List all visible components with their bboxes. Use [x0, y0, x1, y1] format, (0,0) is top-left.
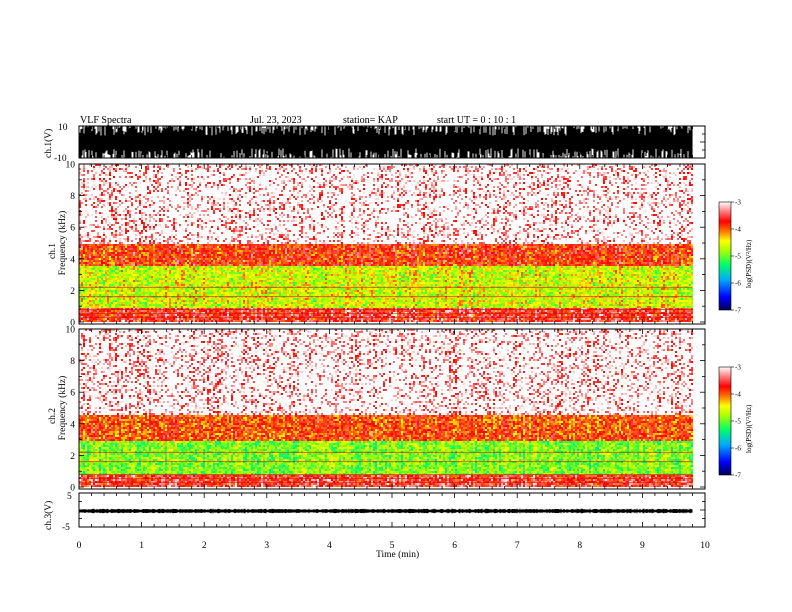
- ch1-colorbar-gradient: [719, 202, 731, 310]
- ch2-colorbar-ticks: -3 -4 -5 -6 -7: [731, 364, 741, 480]
- ch1-colorbar-tick-label: -4: [735, 226, 741, 234]
- ch1-spectrogram-ylabel-frequency: Frequency (kHz): [57, 211, 68, 276]
- time-axis-tick-label: 1: [139, 541, 144, 551]
- ch1-ytick-top: 10: [58, 123, 68, 133]
- time-axis-tick-label: 3: [264, 541, 269, 551]
- time-axis-tick-label: 7: [515, 541, 520, 551]
- ch1-colorbar-tick-label: -3: [735, 199, 741, 207]
- ch1-waveform-trace: [80, 126, 692, 158]
- ch2-colorbar-tick-label: -6: [735, 445, 741, 453]
- ch1-colorbar-tick-label: -6: [735, 280, 741, 288]
- ch2-colorbar-label: log(PSD)(V²/Hz): [745, 404, 753, 453]
- date-label: Jul. 23, 2023: [250, 115, 302, 126]
- ch2-spectrogram-ytick-label: 8: [70, 357, 75, 367]
- ch1-spectrogram-ytick-label: 4: [70, 255, 75, 265]
- ch1-spectrogram-ylabel-channel: ch.1: [48, 243, 58, 259]
- ch3-ytick-top: 5: [67, 492, 72, 502]
- ch2-colorbar-tick-label: -5: [735, 418, 741, 426]
- ch2-spectrogram-ytick-label: 6: [70, 389, 75, 399]
- time-axis-tick-label: 0: [77, 541, 82, 551]
- time-axis-tick-label: 4: [327, 541, 332, 551]
- time-axis-tick-label: 8: [577, 541, 582, 551]
- ch1-colorbar-ticks: -3 -4 -5 -6 -7: [731, 199, 741, 315]
- ch1-waveform-ylabel: ch.1(V): [43, 129, 54, 158]
- start-time-label: start UT = 0 : 10 : 1: [437, 115, 516, 126]
- ch1-spectrogram-ytick-label: 6: [70, 224, 75, 234]
- time-axis-tick-label: 6: [452, 541, 457, 551]
- ch2-spectrogram-ytick-label: 2: [70, 452, 75, 462]
- ch2-colorbar-tick-label: -3: [735, 364, 741, 372]
- ch1-spectrogram-ytick-label: 2: [70, 287, 75, 297]
- ch3-waveform-trace: [80, 509, 692, 513]
- ch2-colorbar-tick-label: -4: [735, 391, 741, 399]
- ch3-waveform-panel: 5 -5 ch.3(V): [43, 492, 705, 533]
- time-axis-tick-label: 10: [700, 541, 710, 551]
- ch2-colorbar-tick-label: -7: [735, 472, 741, 480]
- ch1-colorbar-tick-label: -7: [735, 307, 741, 315]
- ch3-ytick-bottom: -5: [62, 523, 70, 533]
- ch3-waveform-line: [80, 509, 692, 513]
- time-axis-tick-label: 2: [202, 541, 207, 551]
- ch2-spectrogram-ylabel-channel: ch.2: [48, 408, 58, 424]
- time-axis-label: Time (min): [376, 549, 419, 560]
- ch1-spectrogram-ytick-label: 8: [70, 192, 75, 202]
- time-axis-tick-label: 9: [640, 541, 645, 551]
- station-label: station= KAP: [343, 115, 398, 126]
- ch2-spectrogram-ytick-label: 10: [66, 326, 76, 336]
- vlf-spectra-figure: VLF Spectra Jul. 23, 2023 station= KAP s…: [0, 0, 792, 612]
- ch1-spectrogram-ytick-label: 10: [66, 161, 76, 171]
- figure-title: VLF Spectra: [80, 115, 132, 126]
- ch2-colorbar: -3 -4 -5 -6 -7 log(PSD)(V²/Hz): [719, 364, 753, 480]
- ch2-spectrogram-ylabel-frequency: Frequency (kHz): [57, 376, 68, 441]
- ch1-colorbar-tick-label: -5: [735, 253, 741, 261]
- ch1-waveform-line: [80, 126, 692, 158]
- ch3-waveform-ylabel: ch.3(V): [43, 501, 54, 530]
- ch2-spectrogram-ytick-label: 4: [70, 420, 75, 430]
- ch1-waveform-panel: 10 -10 ch.1(V): [43, 123, 705, 164]
- ch1-colorbar: -3 -4 -5 -6 -7 log(PSD)(V²/Hz): [719, 199, 753, 315]
- ch1-colorbar-label: log(PSD)(V²/Hz): [745, 239, 753, 288]
- ch2-colorbar-gradient: [719, 367, 731, 475]
